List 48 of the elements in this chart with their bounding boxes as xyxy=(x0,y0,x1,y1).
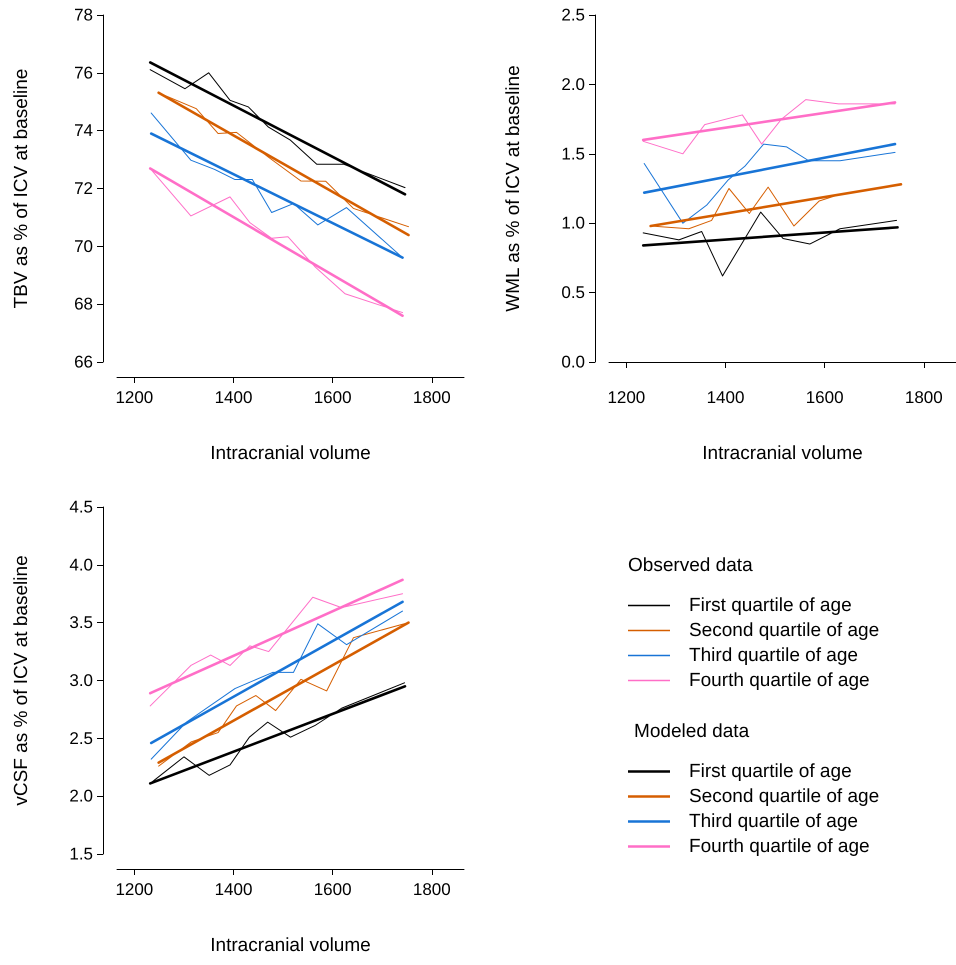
x-tick-label: 1400 xyxy=(214,388,252,407)
legend-label: Third quartile of age xyxy=(689,645,858,666)
legend-label: Second quartile of age xyxy=(689,786,880,807)
x-tick-label: 1200 xyxy=(115,880,154,899)
y-tick-label: 78 xyxy=(74,6,93,24)
text: Observed data xyxy=(628,555,753,576)
y-tick-label: 70 xyxy=(74,236,93,256)
y-tick-label: 72 xyxy=(74,179,93,198)
legend-label: Fourth quartile of age xyxy=(689,670,870,691)
y-tick-label: 76 xyxy=(74,63,93,82)
y-tick-label: 3.0 xyxy=(69,671,93,690)
y-tick-label: 4.5 xyxy=(69,498,93,516)
x-axis-title: Intracranial volume xyxy=(210,935,371,956)
y-tick-label: 3.5 xyxy=(69,613,93,632)
y-tick-label: 2.0 xyxy=(69,786,93,806)
x-axis-title: Intracranial volume xyxy=(210,443,371,464)
legend-label: Second quartile of age xyxy=(689,620,880,641)
y-tick-label: 1.5 xyxy=(561,144,585,164)
y-tick-label: 2.5 xyxy=(561,6,585,24)
x-tick-label: 1800 xyxy=(412,388,451,407)
y-tick-label: 2.5 xyxy=(69,728,93,748)
x-tick-label: 1800 xyxy=(412,880,451,899)
text: Modeled data xyxy=(634,721,750,742)
x-axis-title: Intracranial volume xyxy=(702,443,863,464)
y-axis-title: WML as % of ICV at baseline xyxy=(503,65,524,312)
y-tick-label: 0.5 xyxy=(561,283,585,302)
y-tick-label: 1.0 xyxy=(561,214,585,233)
y-axis-title: TBV as % of ICV at baseline xyxy=(11,68,32,308)
legend-label: Fourth quartile of age xyxy=(689,836,870,857)
y-tick-label: 66 xyxy=(74,352,93,372)
x-tick-label: 1200 xyxy=(607,388,646,407)
y-tick-label: 2.0 xyxy=(561,74,585,94)
y-tick-label: 1.5 xyxy=(69,844,93,864)
legend-label: Third quartile of age xyxy=(689,811,858,832)
y-tick-label: 4.0 xyxy=(69,555,93,574)
x-tick-label: 1600 xyxy=(314,388,352,407)
x-tick-label: 1600 xyxy=(314,880,352,899)
legend-label: First quartile of age xyxy=(689,595,852,616)
y-tick-label: 0.0 xyxy=(561,352,585,372)
y-tick-label: 68 xyxy=(74,294,93,314)
x-tick-label: 1200 xyxy=(115,388,154,407)
x-tick-label: 1800 xyxy=(904,388,943,407)
x-tick-label: 1400 xyxy=(214,880,252,899)
x-tick-label: 1600 xyxy=(806,388,844,407)
y-tick-label: 74 xyxy=(74,121,93,140)
x-tick-label: 1400 xyxy=(706,388,744,407)
y-axis-title: vCSF as % of ICV at baseline xyxy=(11,555,32,806)
legend-label: First quartile of age xyxy=(689,761,852,782)
